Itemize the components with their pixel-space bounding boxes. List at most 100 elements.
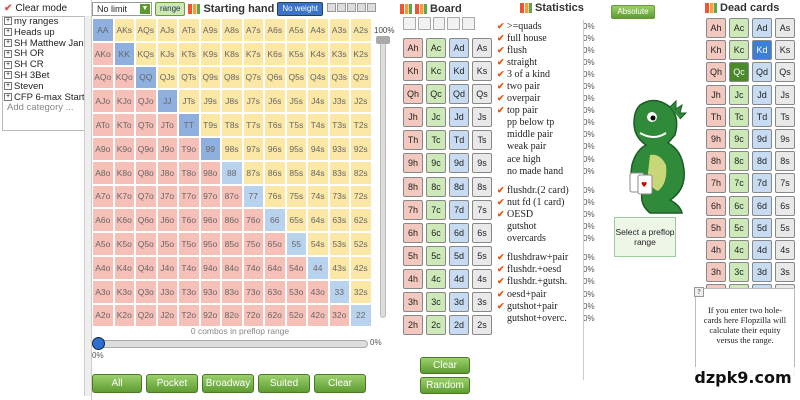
hand-cell[interactable]: K8s bbox=[221, 41, 243, 66]
stat-row[interactable]: overcards 0% bbox=[497, 233, 607, 245]
suited-button[interactable]: Suited bbox=[258, 374, 310, 393]
hand-cell[interactable]: 62o bbox=[264, 303, 286, 328]
card-button[interactable]: Ad bbox=[449, 38, 469, 58]
hand-cell[interactable]: 94o bbox=[199, 255, 221, 280]
hand-cell[interactable]: 82s bbox=[350, 160, 372, 185]
card-button[interactable]: 9c bbox=[729, 128, 749, 149]
card-button[interactable]: Jd bbox=[449, 107, 469, 128]
hand-cell[interactable]: Q8s bbox=[221, 65, 243, 90]
stat-row[interactable]: ✔ straight 0% bbox=[497, 56, 607, 68]
card-button[interactable]: 8h bbox=[403, 176, 423, 197]
card-button[interactable]: 7c bbox=[729, 173, 749, 194]
hand-cell[interactable]: T5o bbox=[178, 232, 200, 256]
tree-item[interactable]: + SH 3Bet bbox=[3, 71, 88, 82]
hand-cell[interactable]: T7o bbox=[178, 184, 200, 209]
hand-cell[interactable]: AQs bbox=[135, 18, 157, 42]
board-slots[interactable] bbox=[403, 17, 475, 31]
tree-item[interactable]: + SH Matthew Janda bbox=[3, 39, 88, 50]
card-button[interactable]: Ts bbox=[775, 106, 795, 127]
hand-cell[interactable]: J5s bbox=[285, 89, 307, 114]
hand-cell[interactable]: 64s bbox=[307, 208, 329, 233]
hand-cell[interactable]: Q4s bbox=[307, 65, 329, 90]
hand-cell[interactable]: Q2s bbox=[350, 65, 372, 90]
stat-row[interactable]: gutshot 0% bbox=[497, 221, 607, 233]
card-button[interactable]: 3d bbox=[752, 262, 772, 283]
hand-cell[interactable]: K9o bbox=[113, 136, 135, 161]
hand-cell[interactable]: T2o bbox=[178, 303, 200, 328]
card-button[interactable]: 8s bbox=[472, 176, 492, 197]
hand-cell[interactable]: T9s bbox=[199, 113, 221, 137]
hand-cell[interactable]: A9s bbox=[199, 18, 221, 42]
stat-row[interactable]: ✔ gutshot+pair 0% bbox=[497, 300, 607, 312]
hand-cell[interactable]: 44 bbox=[307, 255, 329, 280]
broadway-button[interactable]: Broadway bbox=[202, 374, 254, 393]
hand-cell[interactable]: JTs bbox=[178, 89, 200, 114]
hand-cell[interactable]: 94s bbox=[307, 136, 329, 161]
card-button[interactable]: 5s bbox=[775, 217, 795, 238]
hand-cell[interactable]: KTo bbox=[113, 113, 135, 137]
hand-cell[interactable]: K2s bbox=[350, 41, 372, 66]
expand-icon[interactable]: + bbox=[4, 71, 12, 80]
hand-cell[interactable]: K2o bbox=[113, 303, 135, 328]
expand-icon[interactable]: + bbox=[4, 39, 12, 48]
hand-cell[interactable]: 52s bbox=[350, 232, 372, 256]
card-button[interactable]: Ad bbox=[752, 18, 772, 38]
hand-cell[interactable]: 54s bbox=[307, 232, 329, 256]
hslider-knob[interactable] bbox=[92, 337, 105, 350]
card-button[interactable]: 6c bbox=[426, 222, 446, 243]
card-button[interactable]: 3s bbox=[775, 262, 795, 283]
hand-cell[interactable]: K3o bbox=[113, 279, 135, 304]
hand-cell[interactable]: AKo bbox=[92, 41, 114, 66]
card-button[interactable]: 4d bbox=[449, 268, 469, 289]
hand-cell[interactable]: J7s bbox=[242, 89, 264, 114]
hand-cell[interactable]: A6o bbox=[92, 208, 114, 233]
card-button[interactable]: 2d bbox=[449, 315, 469, 336]
stat-row[interactable]: pp below tp 0% bbox=[497, 117, 607, 129]
tree-item[interactable]: + SH CR bbox=[3, 60, 88, 71]
hand-cell[interactable]: A8o bbox=[92, 160, 114, 185]
card-button[interactable]: 2c bbox=[426, 315, 446, 336]
hand-cell[interactable]: 85s bbox=[285, 160, 307, 185]
hand-cell[interactable]: 82o bbox=[221, 303, 243, 328]
hand-cell[interactable]: T6o bbox=[178, 208, 200, 233]
hand-cell[interactable]: 32s bbox=[350, 279, 372, 304]
hand-cell[interactable]: 93s bbox=[328, 136, 350, 161]
hand-cell[interactable]: Q3o bbox=[135, 279, 157, 304]
card-button[interactable]: 8c bbox=[729, 151, 749, 172]
stat-row[interactable]: ✔ oesd+pair 0% bbox=[497, 288, 607, 300]
hand-cell[interactable]: J6s bbox=[264, 89, 286, 114]
hand-cell[interactable]: J2o bbox=[156, 303, 178, 328]
expand-icon[interactable]: + bbox=[4, 17, 12, 26]
hand-cell[interactable]: 43o bbox=[307, 279, 329, 304]
hand-cell[interactable]: K7s bbox=[242, 41, 264, 66]
hand-cell[interactable]: A4o bbox=[92, 255, 114, 280]
hand-cell[interactable]: 86s bbox=[264, 160, 286, 185]
hand-cell[interactable]: Q6s bbox=[264, 65, 286, 90]
card-button[interactable]: 5h bbox=[706, 217, 726, 238]
stat-row[interactable]: ✔ flush 0% bbox=[497, 44, 607, 56]
hand-cell[interactable]: 95s bbox=[285, 136, 307, 161]
hand-cell[interactable]: 98s bbox=[221, 136, 243, 161]
range-percent-slider[interactable]: 0% 0% bbox=[92, 337, 392, 360]
hand-cell[interactable]: K6o bbox=[113, 208, 135, 233]
clear-button[interactable]: Clear bbox=[314, 374, 366, 393]
card-button[interactable]: 4s bbox=[472, 268, 492, 289]
hand-cell[interactable]: K5s bbox=[285, 41, 307, 66]
hand-cell[interactable]: 87s bbox=[242, 160, 264, 185]
hslider-track[interactable] bbox=[96, 340, 368, 348]
hand-cell[interactable]: K4o bbox=[113, 255, 135, 280]
stat-row[interactable]: middle pair 0% bbox=[497, 129, 607, 141]
hand-cell[interactable]: 73s bbox=[328, 184, 350, 209]
card-button[interactable]: 3s bbox=[472, 292, 492, 313]
help-icon[interactable]: ? bbox=[694, 287, 704, 297]
hand-cell[interactable]: 92o bbox=[199, 303, 221, 328]
hand-cell[interactable]: Q8o bbox=[135, 160, 157, 185]
expand-icon[interactable]: + bbox=[4, 93, 12, 102]
hand-cell[interactable]: A3s bbox=[328, 18, 350, 42]
card-button[interactable]: 7d bbox=[449, 199, 469, 220]
card-button[interactable]: Kd bbox=[752, 40, 772, 61]
hand-cell[interactable]: QJo bbox=[135, 89, 157, 114]
card-button[interactable]: 6s bbox=[472, 222, 492, 243]
expand-icon[interactable]: + bbox=[4, 49, 12, 58]
hand-cell[interactable]: K5o bbox=[113, 232, 135, 256]
